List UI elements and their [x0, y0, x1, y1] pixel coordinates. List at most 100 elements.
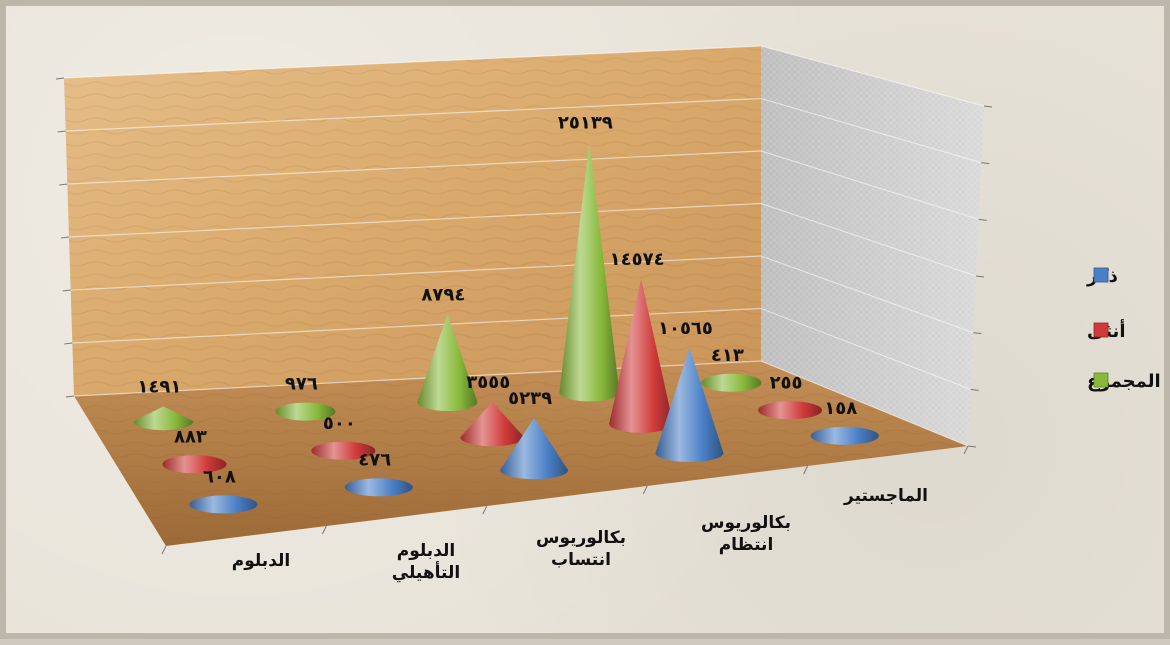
cone-body [417, 314, 478, 411]
cone-base [275, 402, 336, 421]
category-tick [642, 485, 648, 495]
category-label: الدبلوم [397, 541, 455, 561]
cone-body [609, 278, 674, 433]
cone-0-2 [500, 418, 569, 480]
cone-body [559, 142, 620, 402]
value-labels: ١٤٩١ ٩٧٦ ٨٧٩٤ ٢٥١٣٩ ٤١٣ ٨٨٣ ٥٠٠ ٣٥٥٥ ١٤٥٧٤ ٢٥٥ ٦٠٨… [137, 112, 857, 487]
gridline-back [63, 45, 762, 79]
value-label: ٨٨٣ [174, 426, 207, 447]
axis-tick-right [983, 105, 993, 108]
value-label: ١٠٥٦٥ [658, 318, 713, 339]
legend: ذكر أنثى المجموع [1086, 266, 1161, 392]
value-label: ٤١٣ [711, 345, 744, 366]
category-label: الدبلوم [232, 551, 290, 571]
legend-item: ذكر [1086, 266, 1118, 287]
gridline-side [760, 203, 977, 277]
category-tick [482, 505, 488, 515]
value-label: ١٤٥٧٤ [610, 249, 665, 270]
axis-tick [64, 342, 73, 345]
category-label: التأهيلي [392, 561, 460, 583]
cone-base [810, 426, 879, 445]
value-label: ١٤٩١ [137, 376, 181, 397]
legend-swatch [1093, 322, 1109, 338]
cone-1-2 [460, 401, 525, 447]
cone-body [655, 347, 724, 463]
back-wall-grain [64, 46, 761, 396]
value-label: ٨٧٩٤ [421, 285, 465, 306]
cone-base [701, 373, 762, 392]
gridline-side [760, 360, 969, 447]
category-label: الماجستير [843, 486, 928, 506]
cone-2-3 [559, 142, 620, 402]
value-label: ٩٧٦ [285, 374, 318, 395]
cone-1-1 [311, 441, 376, 460]
legend-swatch [1093, 267, 1109, 283]
value-label: ٦٠٨ [203, 466, 236, 487]
legend-item: أنثى [1087, 319, 1126, 342]
gridline-side [760, 98, 982, 164]
axis-tick [60, 236, 70, 239]
cone-2-4 [701, 373, 762, 392]
gridline-side [760, 308, 971, 390]
axis-tick-right [967, 445, 977, 448]
floor-depth-lines [161, 445, 969, 555]
gridline-side [760, 45, 985, 107]
value-label: ٥٢٣٩ [508, 388, 552, 409]
axis-tick [57, 130, 66, 133]
axis-tick-right [978, 218, 987, 221]
axis-tick [59, 183, 68, 186]
cones [133, 142, 879, 514]
cone-2-1 [275, 402, 336, 421]
category-label: بكالوريوس [536, 528, 626, 548]
value-label: ٤٧٦ [358, 449, 391, 470]
cone-0-0 [189, 495, 258, 514]
cone-0-4 [810, 426, 879, 445]
gridline-side [760, 150, 979, 220]
axis-tick-right [981, 162, 990, 165]
gridline-back [70, 255, 762, 291]
axis-tick-right [975, 275, 985, 278]
category-labels: الدبلوم الدبلومالتأهيليبكالوريوسانتساببكا… [232, 486, 928, 583]
cone-chart: ١٤٩١ ٩٧٦ ٨٧٩٤ ٢٥١٣٩ ٤١٣ ٨٨٣ ٥٠٠ ٣٥٥٥ ١٤٥٧٤ ٢٥٥ ٦٠٨… [55, 45, 1161, 583]
axis-tick-right [970, 388, 979, 391]
axis-tick [65, 395, 75, 398]
category-tick [803, 465, 809, 475]
axis-tick [62, 289, 71, 292]
cone-0-3 [655, 347, 724, 463]
value-label: ٣٥٥٥ [466, 372, 510, 393]
gridline-back [67, 150, 762, 185]
value-label: ٢٥١٣٩ [558, 112, 613, 133]
cone-1-3 [609, 278, 674, 433]
cone-1-0 [162, 455, 227, 474]
category-tick [963, 445, 969, 455]
side-wall-mesh [761, 46, 984, 446]
cone-2-2 [417, 314, 478, 411]
cone-base [189, 495, 258, 514]
category-label: بكالوريوس [701, 513, 791, 533]
category-label: انتظام [719, 535, 774, 555]
cone-body [500, 418, 569, 480]
category-tick [161, 545, 167, 555]
category-label: انتساب [551, 550, 611, 570]
gridline-back [68, 202, 762, 238]
cone-base [758, 401, 823, 420]
legend-swatch [1093, 372, 1109, 388]
value-label: ١٥٨ [824, 398, 857, 419]
legend-item: المجموع [1087, 371, 1161, 392]
cone-2-0 [133, 406, 194, 431]
cone-base [344, 478, 413, 497]
cone-body [460, 401, 525, 447]
axis-tick-right [973, 332, 982, 335]
gridline-side [760, 255, 974, 334]
cone-base [311, 441, 376, 460]
cone-body [133, 406, 194, 431]
category-tick [321, 525, 327, 535]
value-label: ٥٠٠ [323, 413, 356, 434]
gridline-back [65, 97, 762, 132]
cone-1-4 [758, 401, 823, 420]
value-label: ٢٥٥ [770, 372, 803, 393]
cone-base [162, 455, 227, 474]
axis-tick [55, 77, 65, 80]
cone-0-1 [344, 478, 413, 497]
